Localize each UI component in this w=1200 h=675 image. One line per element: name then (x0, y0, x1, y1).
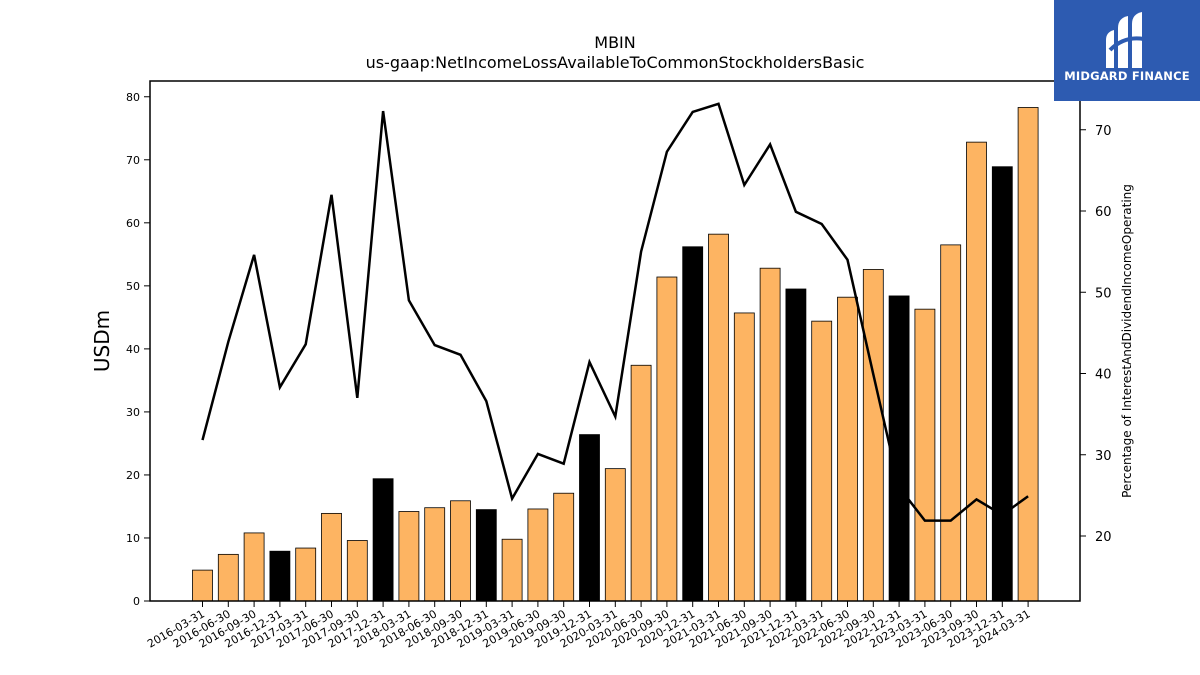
bar (785, 288, 807, 602)
brand-logo: MIDGARD FINANCE (1054, 0, 1200, 101)
y-tick-label: 0 (133, 595, 140, 608)
bar (888, 295, 910, 602)
bar (630, 364, 652, 602)
x-axis-ticks: 2016-03-312016-06-302016-09-302016-12-31… (145, 601, 1033, 651)
bar (450, 500, 471, 602)
bar (346, 540, 368, 602)
bar (862, 269, 884, 602)
bar (295, 547, 317, 602)
bar (192, 569, 213, 602)
bar (837, 296, 858, 602)
bar (656, 276, 678, 602)
bar (243, 532, 265, 602)
y2-axis-label: Percentage of InterestAndDividendIncomeO… (1120, 184, 1134, 498)
bar (269, 550, 291, 602)
bar (1017, 107, 1039, 602)
y-tick-label: 80 (126, 91, 140, 104)
bar (398, 511, 420, 602)
bar (501, 538, 523, 602)
y2-tick-label: 60 (1095, 205, 1112, 220)
bar (217, 553, 239, 602)
logo-mark-icon (1106, 12, 1149, 68)
y-tick-label: 40 (126, 343, 140, 356)
bar (372, 478, 394, 602)
logo-text: MIDGARD FINANCE (1064, 69, 1190, 83)
y-tick-label: 10 (126, 532, 140, 545)
y-tick-label: 70 (126, 154, 140, 167)
y2-tick-label: 70 (1095, 124, 1112, 139)
line-series (201, 102, 1029, 522)
bar-series (192, 107, 1039, 602)
y-tick-label: 30 (126, 406, 140, 419)
y-axis-label: USDm (90, 310, 114, 372)
bar (914, 308, 936, 602)
bar (682, 246, 704, 602)
y2-tick-label: 20 (1095, 530, 1112, 545)
left-axis-ticks: 0 10 20 30 40 50 60 70 80 (126, 91, 150, 608)
bar (424, 507, 446, 602)
bar (811, 320, 833, 602)
bar (940, 244, 962, 602)
y-tick-label: 60 (126, 217, 140, 230)
y2-tick-label: 30 (1095, 449, 1112, 464)
series-line (201, 102, 1029, 522)
chart-title: MBIN (594, 33, 635, 52)
bar (708, 233, 729, 602)
y2-tick-label: 50 (1095, 286, 1112, 301)
right-axis-ticks: 20 30 40 50 60 70 (1080, 124, 1112, 545)
bar (579, 434, 600, 602)
bar (321, 512, 342, 602)
bar (966, 141, 987, 602)
y-tick-label: 20 (126, 469, 140, 482)
bar (553, 492, 575, 602)
bar (733, 312, 755, 602)
bar (759, 267, 781, 602)
y-tick-label: 50 (126, 280, 140, 293)
chart-subtitle: us-gaap:NetIncomeLossAvailableToCommonSt… (366, 53, 865, 72)
y2-tick-label: 40 (1095, 368, 1112, 383)
bar (475, 509, 497, 602)
bar (527, 508, 549, 602)
bar (991, 166, 1013, 602)
bar (604, 468, 626, 602)
